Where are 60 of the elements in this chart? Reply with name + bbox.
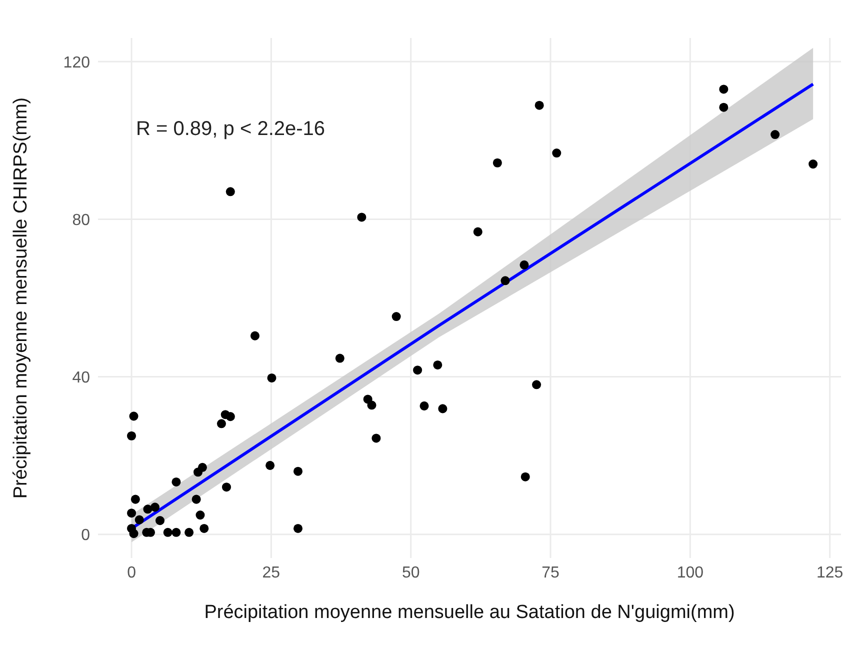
point bbox=[719, 84, 728, 94]
point bbox=[552, 148, 562, 158]
point bbox=[193, 468, 203, 477]
point bbox=[520, 260, 529, 270]
point bbox=[130, 494, 140, 504]
x-axis-title: Précipitation moyenne mensuelle au Satation de N'guigmi(mm) bbox=[204, 602, 735, 623]
point bbox=[127, 508, 136, 518]
point bbox=[719, 102, 728, 112]
point bbox=[532, 380, 542, 390]
x-tick-label: 100 bbox=[676, 564, 704, 582]
point bbox=[500, 276, 510, 286]
point bbox=[172, 528, 181, 537]
point bbox=[372, 434, 381, 443]
annotation: R = 0.89, p < 2.2e-16 bbox=[136, 118, 326, 141]
point bbox=[150, 502, 160, 512]
y-tick-label: 40 bbox=[72, 369, 90, 386]
point bbox=[163, 528, 172, 537]
point bbox=[192, 494, 201, 504]
point bbox=[473, 227, 482, 236]
point bbox=[226, 412, 235, 422]
y-tick-label: 0 bbox=[81, 527, 90, 544]
point bbox=[808, 160, 818, 169]
point bbox=[196, 510, 205, 520]
y-tick-label: 80 bbox=[72, 212, 90, 229]
point bbox=[392, 312, 401, 322]
point bbox=[293, 524, 303, 533]
y-axis-title: Précipitation moyenne mensuelle CHIRPS(mm) bbox=[10, 97, 32, 499]
point bbox=[520, 472, 530, 482]
point bbox=[200, 524, 209, 533]
x-tick-label: 0 bbox=[127, 564, 136, 582]
point bbox=[222, 482, 232, 492]
point bbox=[172, 477, 181, 486]
x-tick-label: 125 bbox=[816, 564, 844, 582]
point bbox=[293, 466, 303, 476]
point bbox=[335, 354, 344, 363]
point bbox=[129, 412, 138, 421]
point bbox=[129, 529, 138, 538]
point bbox=[143, 504, 152, 514]
point bbox=[433, 360, 442, 370]
x-tick-label: 25 bbox=[262, 564, 280, 582]
point bbox=[413, 366, 422, 375]
x-tick-label: 75 bbox=[542, 564, 560, 582]
point bbox=[770, 130, 780, 140]
point bbox=[134, 515, 144, 524]
point bbox=[266, 460, 275, 470]
point bbox=[155, 516, 165, 526]
point bbox=[357, 212, 366, 222]
point bbox=[127, 431, 136, 440]
point bbox=[216, 419, 226, 428]
point bbox=[492, 158, 502, 168]
x-tick-label: 50 bbox=[402, 564, 420, 582]
point bbox=[534, 100, 544, 110]
point bbox=[438, 404, 448, 414]
point bbox=[226, 187, 235, 196]
point bbox=[267, 373, 276, 382]
y-tick-label: 120 bbox=[63, 54, 90, 72]
point bbox=[420, 401, 429, 410]
point bbox=[184, 528, 194, 537]
point bbox=[250, 331, 260, 340]
point bbox=[367, 400, 376, 410]
